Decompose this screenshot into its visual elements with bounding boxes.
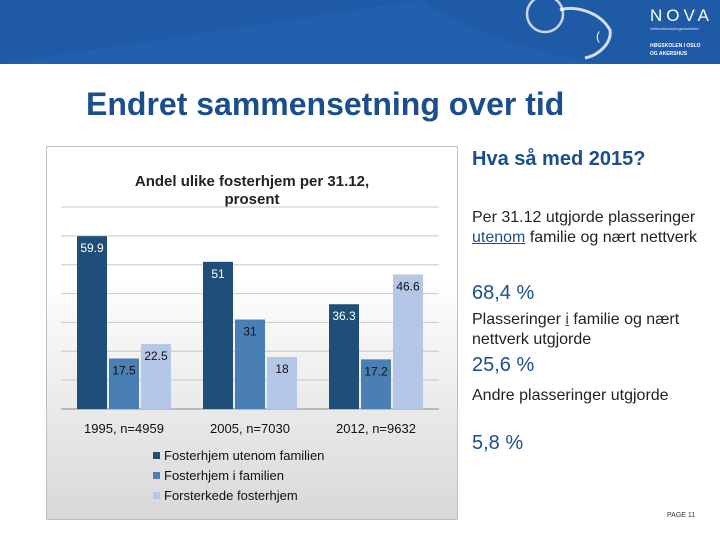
panel-heading: Hva så med 2015? <box>472 148 646 170</box>
value-andre: 5,8 % <box>472 432 524 454</box>
legend-item: Fosterhjem utenom familien <box>153 445 324 465</box>
legend-item: Forsterkede fosterhjem <box>153 485 324 505</box>
paragraph-andre: Andre plasseringer utgjorde <box>472 387 669 404</box>
legend-swatch <box>153 451 160 459</box>
data-label: 51 <box>211 267 225 281</box>
bar <box>329 304 359 409</box>
bar <box>141 344 171 409</box>
paragraph-utenom: Per 31.12 utgjorde plasseringer utenom f… <box>472 208 712 248</box>
bar <box>235 319 265 409</box>
value-i-familie: 25,6 % <box>472 354 535 376</box>
bar <box>361 359 391 409</box>
p1-after: familie og nært nettverk <box>525 229 697 246</box>
slide-title: Endret sammensetning over tid <box>86 86 565 122</box>
header-banner: ( NOVA Velferdsforskningsinstituttet HØG… <box>0 0 720 64</box>
logo-school-line1: HØGSKOLEN I OSLO <box>650 43 701 49</box>
banner-decoration: ( <box>0 0 612 64</box>
chart-legend: Fosterhjem utenom familien Fosterhjem i … <box>153 445 324 505</box>
logo-school-line2: OG AKERSHUS <box>650 51 688 57</box>
data-label: 17.5 <box>112 364 136 378</box>
bar <box>109 358 139 409</box>
chart-container: Andel ulike fosterhjem per 31.12, prosen… <box>46 146 458 520</box>
data-label: 59.9 <box>80 241 104 255</box>
data-label: 31 <box>243 325 257 339</box>
legend-label: Fosterhjem utenom familien <box>164 447 325 463</box>
data-label: 22.5 <box>144 349 168 363</box>
nova-logo: NOVA Velferdsforskningsinstituttet HØGSK… <box>640 4 718 62</box>
data-label: 36.3 <box>332 309 356 323</box>
x-tick-label: 1995, n=4959 <box>84 421 164 436</box>
p2-underlined: i <box>565 311 569 328</box>
bar <box>77 236 107 409</box>
svg-text:(: ( <box>596 29 600 43</box>
p1-before: Per 31.12 utgjorde plasseringer <box>472 209 696 226</box>
p1-underlined: utenom <box>472 229 526 246</box>
paragraph-i-familie: Plasseringer i familie og nært nettverk … <box>472 310 712 350</box>
bar-chart: 59.9 17.5 22.5 1995, n=4959 51 31 18 2005, n=70… <box>61 206 439 436</box>
logo-school: HØGSKOLEN I OSLO OG AKERSHUS <box>650 42 716 58</box>
legend-label: Forsterkede fosterhjem <box>164 487 298 503</box>
logo-subtitle: Velferdsforskningsinstituttet <box>650 26 699 31</box>
p2-before: Plasseringer <box>472 311 566 328</box>
x-tick-label: 2005, n=7030 <box>210 421 290 436</box>
legend-swatch <box>153 491 160 499</box>
data-label: 46.6 <box>396 280 420 294</box>
value-utenom: 68,4 % <box>472 282 535 304</box>
page-number: PAGE 11 <box>667 512 696 519</box>
legend-swatch <box>153 471 160 479</box>
data-label: 18 <box>275 362 289 376</box>
legend-label: Fosterhjem i familien <box>164 467 284 483</box>
bar <box>203 261 233 409</box>
legend-item: Fosterhjem i familien <box>153 465 324 485</box>
x-tick-label: 2012, n=9632 <box>336 421 416 436</box>
data-label: 17.2 <box>364 364 388 378</box>
bar <box>267 357 297 409</box>
logo-name: NOVA <box>650 6 713 25</box>
p2-after: familie og nært nettverk utgjorde <box>472 311 680 348</box>
chart-title: Andel ulike fosterhjem per 31.12, prosen… <box>134 173 370 208</box>
bar <box>393 274 423 409</box>
